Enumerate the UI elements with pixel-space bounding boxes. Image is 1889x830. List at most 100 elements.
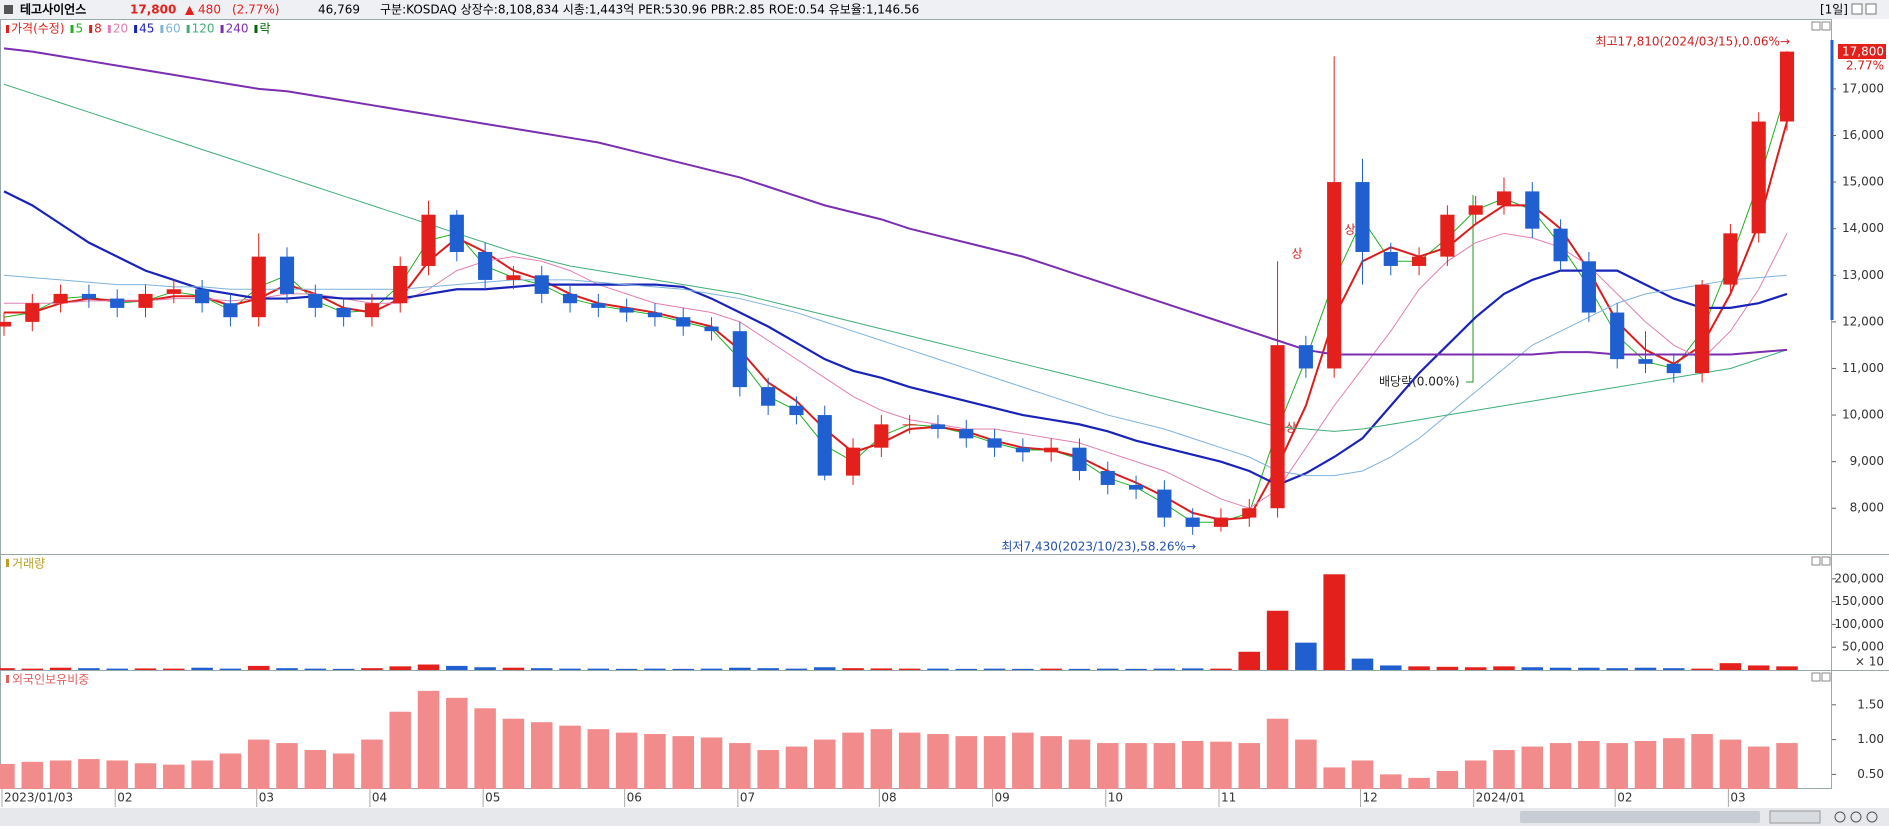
legend-label: 8: [94, 22, 102, 36]
period-button[interactable]: [1일]: [1820, 3, 1848, 17]
candle-body: [1072, 447, 1087, 471]
zoom-slider[interactable]: [1769, 810, 1821, 824]
y-tick-label: 11,000: [1842, 361, 1884, 375]
bar: [332, 753, 355, 789]
y-tick-label: 16,000: [1842, 128, 1884, 142]
y-tick-label: 9,000: [1850, 454, 1884, 468]
x-tick-label: 04: [372, 791, 387, 805]
bar: [1549, 667, 1572, 670]
bar: [1210, 668, 1232, 670]
bar: [134, 668, 157, 670]
candle-body: [1298, 345, 1313, 369]
bar: [1436, 770, 1459, 789]
bar: [1068, 739, 1091, 789]
legend-label: 60: [165, 22, 180, 36]
bar: [1125, 668, 1147, 670]
legend-swatch: [6, 675, 9, 683]
bar: [1295, 642, 1317, 670]
candle-body: [1525, 191, 1540, 229]
bar: [502, 718, 525, 789]
zoom-in[interactable]: [1850, 811, 1862, 823]
bar: [813, 667, 836, 670]
bar: [587, 729, 610, 789]
x-tick-label: 03: [259, 791, 274, 805]
panel-button[interactable]: [1811, 556, 1821, 566]
bar: [106, 760, 128, 789]
panel-button[interactable]: [1821, 21, 1831, 31]
bar: [813, 739, 836, 789]
candle-body: [138, 293, 153, 308]
moving-average: [4, 232, 1788, 509]
bar: [530, 722, 553, 789]
bar: [361, 668, 383, 670]
scroll-thumb[interactable]: [1520, 811, 1760, 823]
candle-body: [1440, 214, 1455, 257]
legend-label: 락: [259, 22, 270, 36]
bar: [1323, 767, 1345, 789]
candle-body: [81, 293, 96, 299]
panel-button[interactable]: [1821, 672, 1831, 682]
legend-swatch: [6, 559, 9, 567]
bar: [474, 667, 496, 670]
bar: [134, 763, 157, 789]
legend-label: 가격(수정): [11, 22, 65, 36]
legend-label: 120: [192, 22, 215, 36]
bar: [1040, 736, 1062, 789]
legend-swatch: [6, 25, 9, 33]
candle-body: [1695, 284, 1710, 374]
close-button[interactable]: [1865, 3, 1877, 15]
bar: [729, 743, 751, 789]
x-tick-label: 02: [117, 791, 132, 805]
bar: [870, 668, 893, 670]
bar: [389, 666, 411, 670]
zoom-out[interactable]: [1834, 811, 1846, 823]
bar: [0, 668, 15, 670]
x-tick-label: 2023/01/03: [4, 791, 73, 805]
scrollbar[interactable]: [0, 808, 1889, 826]
bar: [49, 760, 72, 789]
candle-body: [195, 289, 210, 304]
bar: [247, 665, 270, 670]
panel-button[interactable]: [1811, 21, 1821, 31]
bar: [78, 759, 100, 789]
x-tick-label: 05: [485, 791, 500, 805]
legend-label: 240: [226, 22, 249, 36]
bar: [1266, 610, 1289, 670]
legend-swatch: [134, 25, 138, 33]
bar: [21, 761, 44, 789]
bar: [1153, 743, 1176, 789]
candle-body: [1638, 359, 1653, 364]
bar: [1578, 667, 1600, 670]
zoom-reset[interactable]: [1866, 811, 1878, 823]
x-tick-label: 2024/01: [1476, 791, 1526, 805]
bar: [1012, 732, 1034, 789]
bar: [842, 732, 864, 789]
candle-body: [449, 214, 464, 252]
bar: [1578, 740, 1600, 789]
x-tick-label: 08: [881, 791, 896, 805]
bar: [757, 750, 779, 789]
restore-button[interactable]: [1851, 3, 1863, 15]
bar: [1606, 743, 1628, 789]
panel-button[interactable]: [1821, 556, 1831, 566]
bar: [729, 667, 751, 670]
legend-label: 20: [113, 22, 128, 36]
bar: [1747, 746, 1770, 789]
candle-body: [1185, 517, 1200, 527]
bar: [361, 739, 383, 789]
panel-button[interactable]: [1811, 672, 1821, 682]
y-tick-label: 100,000: [1834, 617, 1884, 631]
candle-body: [591, 303, 606, 308]
bar: [1776, 666, 1798, 670]
moving-average: [4, 121, 1788, 521]
candle-body: [789, 405, 804, 416]
candle-body: [1412, 256, 1427, 266]
bar: [1125, 743, 1147, 789]
bar: [1351, 658, 1374, 670]
y-tick-label: 50,000: [1842, 640, 1884, 654]
y-tick-label: 13,000: [1842, 268, 1884, 282]
bar: [1719, 663, 1742, 670]
bar: [1464, 760, 1487, 789]
candle-body: [1044, 447, 1059, 453]
